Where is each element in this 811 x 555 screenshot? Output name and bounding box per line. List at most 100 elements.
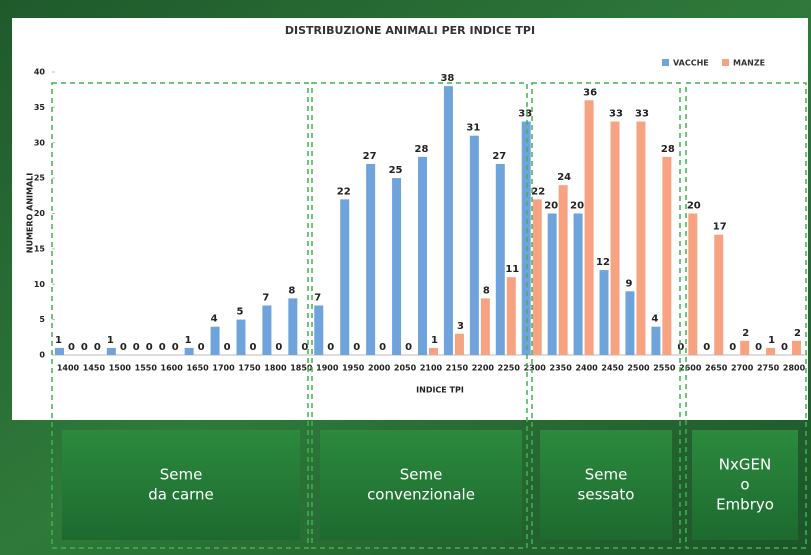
bar xyxy=(610,121,620,356)
value-label: 1 xyxy=(107,335,114,346)
bar xyxy=(106,347,116,355)
value-label: 12 xyxy=(596,257,610,268)
segment-label: Seme xyxy=(585,466,628,484)
bar xyxy=(340,199,350,355)
chart-panel xyxy=(12,18,808,420)
x-tick-label: 1850 xyxy=(290,364,313,373)
value-label: 33 xyxy=(518,109,532,120)
y-tick-label: 25 xyxy=(34,174,46,183)
value-label: 22 xyxy=(531,186,545,197)
x-tick-label: 1750 xyxy=(238,364,261,373)
x-tick-label: 2300 xyxy=(524,364,547,373)
value-label: 27 xyxy=(363,151,377,162)
legend-swatch xyxy=(722,59,729,66)
value-label: 1 xyxy=(431,335,438,346)
segment-label: sessato xyxy=(578,486,635,504)
value-label: 1 xyxy=(768,335,775,346)
segment-label: o xyxy=(740,476,749,494)
value-label: 0 xyxy=(68,342,75,353)
value-label: 0 xyxy=(755,342,762,353)
value-label: 7 xyxy=(262,292,269,303)
value-label: 0 xyxy=(94,342,101,353)
bar xyxy=(392,178,402,355)
segment-outline xyxy=(531,82,681,549)
value-label: 4 xyxy=(651,314,658,325)
bar xyxy=(262,305,272,355)
segment-label: Seme xyxy=(400,466,443,484)
value-label: 0 xyxy=(677,342,684,353)
segment-button xyxy=(540,430,672,540)
bar xyxy=(184,347,194,355)
bar xyxy=(314,305,324,355)
x-tick-label: 2600 xyxy=(679,364,702,373)
segment-button xyxy=(692,430,798,540)
value-label: 3 xyxy=(457,321,464,332)
segment-outline xyxy=(311,82,528,549)
value-label: 31 xyxy=(466,123,480,134)
value-label: 7 xyxy=(314,292,321,303)
x-tick-label: 2650 xyxy=(705,364,728,373)
chart-title: DISTRIBUZIONE ANIMALI PER INDICE TPI xyxy=(285,24,535,37)
x-tick-label: 1950 xyxy=(342,364,365,373)
x-tick-label: 1900 xyxy=(316,364,339,373)
value-label: 0 xyxy=(379,342,386,353)
segment-button xyxy=(320,430,522,540)
x-tick-label: 2150 xyxy=(446,364,469,373)
value-label: 0 xyxy=(249,342,256,353)
value-label: 22 xyxy=(337,186,351,197)
x-tick-label: 2000 xyxy=(368,364,391,373)
bar xyxy=(584,100,594,355)
y-tick-label: 5 xyxy=(39,315,45,324)
x-tick-label: 1650 xyxy=(186,364,209,373)
value-label: 0 xyxy=(301,342,308,353)
y-tick-label: 40 xyxy=(34,68,46,77)
value-label: 0 xyxy=(327,342,334,353)
bar xyxy=(506,277,516,355)
x-tick-label: 2250 xyxy=(498,364,521,373)
x-tick-label: 2350 xyxy=(550,364,573,373)
bar xyxy=(429,347,438,355)
value-label: 33 xyxy=(609,109,623,120)
value-label: 20 xyxy=(687,201,701,212)
value-label: 0 xyxy=(81,342,88,353)
value-label: 5 xyxy=(236,307,243,318)
segment-label: convenzionale xyxy=(367,486,475,504)
value-label: 0 xyxy=(172,342,179,353)
bar xyxy=(210,326,220,355)
value-label: 8 xyxy=(483,285,490,296)
bar xyxy=(454,333,464,355)
bar xyxy=(599,270,609,355)
bar xyxy=(495,163,505,355)
x-tick-label: 1600 xyxy=(161,364,184,373)
value-label: 4 xyxy=(211,314,218,325)
value-label: 0 xyxy=(159,342,166,353)
x-tick-label: 1550 xyxy=(135,364,158,373)
x-tick-label: 2750 xyxy=(757,364,780,373)
bar xyxy=(521,121,531,356)
value-label: 38 xyxy=(440,73,454,84)
value-label: 2 xyxy=(794,328,801,339)
y-tick-label: 35 xyxy=(34,103,46,112)
bar xyxy=(236,319,246,355)
x-tick-label: 2500 xyxy=(627,364,650,373)
value-label: 33 xyxy=(635,109,649,120)
y-tick-label: 20 xyxy=(34,209,46,218)
x-tick-label: 1800 xyxy=(264,364,287,373)
segment-label: Embryo xyxy=(716,496,774,514)
value-label: 27 xyxy=(492,151,506,162)
y-tick-label: 0 xyxy=(39,351,45,360)
value-label: 1 xyxy=(55,335,62,346)
y-tick-label: 10 xyxy=(34,280,46,289)
legend-swatch xyxy=(662,59,669,66)
x-tick-label: 2100 xyxy=(420,364,443,373)
bar xyxy=(651,326,661,355)
bar xyxy=(288,298,298,355)
bar xyxy=(469,135,479,355)
x-tick-label: 2450 xyxy=(601,364,624,373)
x-tick-label: 2400 xyxy=(575,364,598,373)
bar xyxy=(418,156,427,355)
value-label: 2 xyxy=(742,328,749,339)
value-label: 28 xyxy=(661,144,675,155)
y-axis-label: NUMERO ANIMALI xyxy=(26,173,35,253)
segment-outline xyxy=(51,82,309,549)
